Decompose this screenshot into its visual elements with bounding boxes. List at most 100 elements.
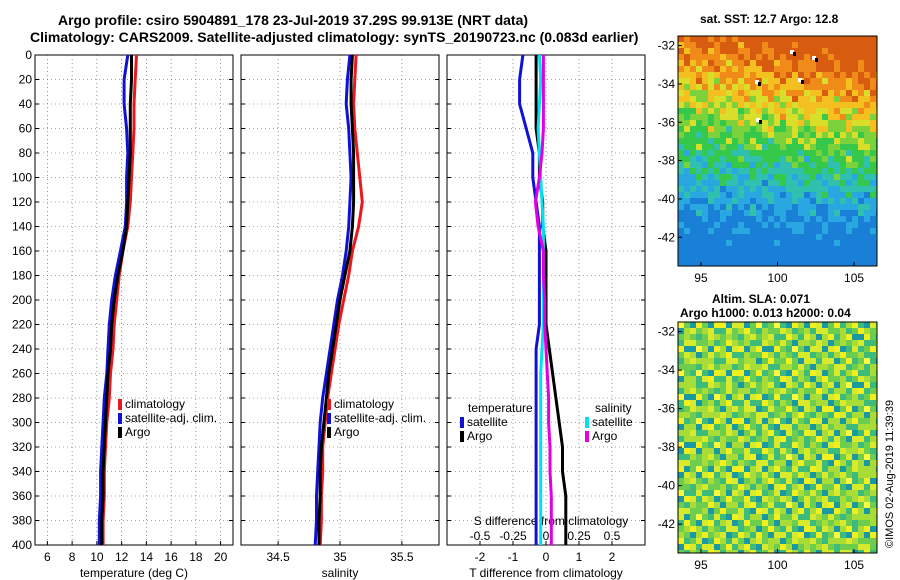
sla-map-cell bbox=[774, 520, 780, 526]
sla-map-cell bbox=[678, 418, 684, 424]
sla-map-cell bbox=[828, 424, 834, 430]
sst-map-cell bbox=[768, 240, 774, 246]
sst-map-cell bbox=[702, 144, 708, 150]
sla-map-cell bbox=[834, 328, 840, 334]
sla-map-cell bbox=[870, 520, 876, 526]
sst-map-cell bbox=[810, 48, 816, 54]
sla-map-cell bbox=[684, 454, 690, 460]
sla-map-cell bbox=[774, 424, 780, 430]
sst-map-cell bbox=[708, 210, 714, 216]
sst-map-cell bbox=[840, 36, 846, 42]
sla-map-y-tick-label: -32 bbox=[658, 325, 676, 339]
sst-map-cell bbox=[738, 90, 744, 96]
sal-legend-swatch bbox=[327, 427, 331, 438]
sst-map-cell bbox=[744, 204, 750, 210]
sst-map-cell bbox=[708, 138, 714, 144]
sla-map-cell bbox=[684, 406, 690, 412]
sst-map-cell bbox=[720, 222, 726, 228]
sst-map-cell bbox=[702, 186, 708, 192]
sst-map-cell bbox=[780, 90, 786, 96]
sla-map-cell bbox=[774, 322, 780, 328]
sst-map-cell bbox=[732, 216, 738, 222]
sla-map-cell bbox=[840, 436, 846, 442]
sla-map-cell bbox=[720, 370, 726, 376]
sla-map-cell bbox=[840, 388, 846, 394]
sst-map-cell bbox=[792, 84, 798, 90]
sla-map-cell bbox=[768, 496, 774, 502]
sla-map-cell bbox=[762, 544, 768, 550]
sla-map-cell bbox=[678, 358, 684, 364]
sla-map-cell bbox=[738, 538, 744, 544]
sla-map-cell bbox=[690, 460, 696, 466]
diff-x-tick-label: 2 bbox=[609, 550, 616, 564]
depth-tick-label: 260 bbox=[12, 367, 32, 381]
sst-map-cell bbox=[714, 36, 720, 42]
sla-map-cell bbox=[702, 520, 708, 526]
sla-map-cell bbox=[756, 448, 762, 454]
sst-map-cell bbox=[768, 228, 774, 234]
sst-map-cell bbox=[834, 198, 840, 204]
sla-map-cell bbox=[678, 472, 684, 478]
sst-map-cell bbox=[834, 228, 840, 234]
sst-map-cell bbox=[762, 90, 768, 96]
sst-map-cell bbox=[708, 180, 714, 186]
sst-map-cell bbox=[822, 156, 828, 162]
sst-map-cell bbox=[702, 42, 708, 48]
sst-map-cell bbox=[732, 42, 738, 48]
sst-map-cell bbox=[696, 234, 702, 240]
sst-map-cell bbox=[690, 252, 696, 258]
sla-map-cell bbox=[798, 412, 804, 418]
sla-map-cell bbox=[714, 370, 720, 376]
sla-map-cell bbox=[846, 508, 852, 514]
sst-map-cell bbox=[750, 138, 756, 144]
sla-map-cell bbox=[744, 364, 750, 370]
sla-map-cell bbox=[714, 340, 720, 346]
sst-map-cell bbox=[828, 180, 834, 186]
sst-map-cell bbox=[762, 252, 768, 258]
sla-map-cell bbox=[864, 484, 870, 490]
sst-map-cell bbox=[690, 174, 696, 180]
sla-map-cell bbox=[750, 412, 756, 418]
sst-map-cloud-marker bbox=[759, 120, 762, 124]
sla-map-cell bbox=[738, 478, 744, 484]
sla-map-cell bbox=[756, 472, 762, 478]
sst-map-cell bbox=[810, 132, 816, 138]
sst-map-cell bbox=[852, 36, 858, 42]
sla-map-cell bbox=[858, 370, 864, 376]
sst-map-cell bbox=[840, 132, 846, 138]
sst-map-cell bbox=[756, 258, 762, 264]
sla-map-cell bbox=[792, 538, 798, 544]
sst-map-cell bbox=[786, 114, 792, 120]
sla-map-cell bbox=[690, 328, 696, 334]
sst-map-cell bbox=[720, 132, 726, 138]
sst-map-cell bbox=[852, 222, 858, 228]
sla-map-cell bbox=[858, 340, 864, 346]
sla-map-cell bbox=[690, 394, 696, 400]
sla-map-cell bbox=[858, 550, 864, 553]
sla-map-cell bbox=[828, 484, 834, 490]
sla-map-cell bbox=[828, 352, 834, 358]
sla-map-cell bbox=[708, 460, 714, 466]
sst-map-cell bbox=[768, 252, 774, 258]
sst-map-cell bbox=[864, 102, 870, 108]
sst-map-cell bbox=[708, 78, 714, 84]
sla-map-cell bbox=[786, 442, 792, 448]
sla-map-cell bbox=[858, 526, 864, 532]
sla-map-x-tick-label: 105 bbox=[844, 558, 864, 572]
sla-map-cell bbox=[762, 370, 768, 376]
sla-map-cell bbox=[858, 358, 864, 364]
sst-map-cell bbox=[780, 114, 786, 120]
sla-map-cell bbox=[750, 454, 756, 460]
sst-map-cell bbox=[810, 264, 816, 266]
sla-map-cell bbox=[870, 466, 876, 472]
sst-map-cell bbox=[750, 120, 756, 126]
sst-map-cell bbox=[708, 186, 714, 192]
sst-map-cell bbox=[750, 72, 756, 78]
sla-map-cell bbox=[738, 496, 744, 502]
sla-map-cell bbox=[870, 490, 876, 496]
sal-x-tick-label: 35.5 bbox=[390, 550, 414, 564]
sla-map-cell bbox=[732, 538, 738, 544]
sla-map-cell bbox=[858, 496, 864, 502]
sla-map-cell bbox=[684, 514, 690, 520]
sla-map-cell bbox=[744, 388, 750, 394]
